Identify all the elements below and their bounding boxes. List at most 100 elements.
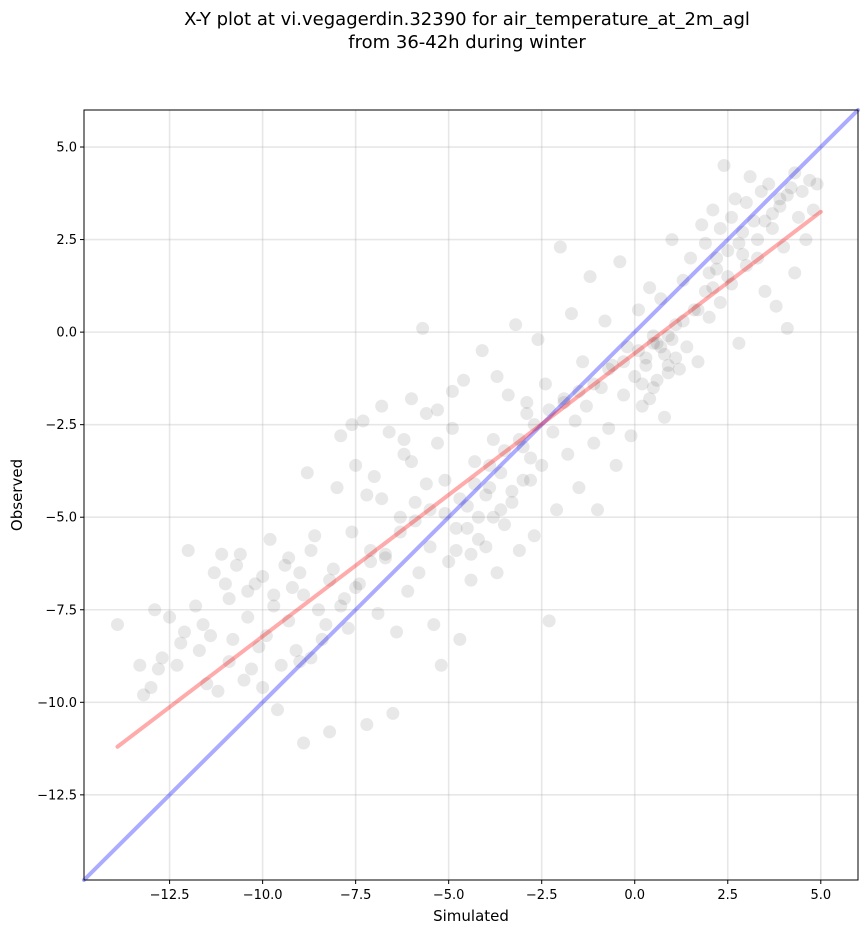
- scatter-point: [397, 432, 411, 446]
- scatter-point: [702, 310, 716, 324]
- x-tick-label: 2.5: [717, 888, 738, 903]
- scatter-point: [751, 251, 765, 265]
- scatter-point: [233, 547, 247, 561]
- scatter-point: [550, 503, 564, 517]
- scatter-point: [404, 392, 418, 406]
- scatter-point: [177, 625, 191, 639]
- scatter-point: [702, 266, 716, 280]
- scatter-point: [535, 458, 549, 472]
- scatter-point: [594, 381, 608, 395]
- scatter-point: [241, 584, 255, 598]
- scatter-point: [795, 184, 809, 198]
- plot-frame: [83, 109, 859, 881]
- x-tick-label: −10.0: [243, 888, 283, 903]
- scatter-point: [163, 610, 177, 624]
- scatter-point: [244, 662, 258, 676]
- scatter-point: [669, 351, 683, 365]
- scatter-point: [375, 492, 389, 506]
- scatter-point: [337, 592, 351, 606]
- scatter-point: [297, 588, 311, 602]
- scatter-point: [464, 573, 478, 587]
- scatter-point: [661, 329, 675, 343]
- scatter-point: [483, 481, 497, 495]
- scatter-point: [751, 233, 765, 247]
- scatter-point: [654, 292, 668, 306]
- scatter-point: [393, 525, 407, 539]
- scatter-point: [419, 407, 433, 421]
- scatter-point: [780, 321, 794, 335]
- scatter-point: [252, 640, 266, 654]
- scatter-point: [308, 529, 322, 543]
- scatter-point: [758, 214, 772, 228]
- scatter-point: [289, 643, 303, 657]
- scatter-point: [207, 566, 221, 580]
- scatter-point: [449, 544, 463, 558]
- scatter-point: [419, 477, 433, 491]
- scatter-point: [710, 251, 724, 265]
- scatter-point: [144, 681, 158, 694]
- scatter-point: [285, 581, 299, 595]
- scatter-point: [665, 233, 679, 247]
- scatter-point: [687, 303, 701, 317]
- scatter-point: [200, 677, 214, 691]
- scatter-point: [769, 299, 783, 313]
- scatter-point: [780, 188, 794, 202]
- trend-lines: [82, 108, 860, 882]
- scatter-point: [602, 362, 616, 376]
- scatter-point: [605, 358, 619, 372]
- scatter-point: [680, 340, 694, 354]
- scatter-point: [520, 407, 534, 421]
- scatter-point: [639, 358, 653, 372]
- scatter-point: [784, 181, 798, 195]
- scatter-point: [520, 395, 534, 409]
- scatter-point: [516, 473, 530, 487]
- scatter-point: [665, 333, 679, 347]
- scatter-point: [486, 510, 500, 524]
- scatter-point: [349, 458, 363, 472]
- scatter-point: [646, 336, 660, 350]
- scatter-point: [658, 410, 671, 424]
- scatter-point: [643, 392, 657, 406]
- scatter-point: [479, 540, 493, 554]
- scatter-point: [148, 603, 162, 617]
- scatter-point: [698, 236, 712, 250]
- scatter-point: [546, 425, 560, 439]
- scatter-point: [542, 614, 556, 628]
- scatter-point: [806, 203, 820, 217]
- scatter-point: [293, 566, 307, 580]
- scatter-point: [267, 588, 281, 602]
- scatter-point: [713, 221, 727, 235]
- scatter-point: [505, 495, 519, 509]
- chart-title: X-Y plot at vi.vegagerdin.32390 for air_…: [0, 8, 867, 54]
- scatter-point: [408, 495, 422, 509]
- scatter-point: [282, 551, 296, 565]
- scatter-point: [378, 547, 392, 561]
- scatter-point: [762, 177, 776, 191]
- scatter-point: [754, 184, 768, 198]
- scatter-point: [557, 395, 571, 409]
- scatter-point: [486, 432, 500, 446]
- scatter-point: [516, 440, 530, 454]
- scatter-point: [416, 321, 430, 335]
- scatter-point: [196, 618, 210, 632]
- x-tick-label: 5.0: [810, 888, 831, 903]
- scatter-point: [323, 573, 337, 587]
- scatter-point: [587, 436, 601, 450]
- scatter-point: [732, 236, 746, 250]
- y-tick-label: 2.5: [56, 233, 77, 248]
- scatter-point: [479, 488, 493, 502]
- scatter-point: [304, 544, 318, 558]
- scatter-point: [274, 658, 288, 672]
- scatter-point: [457, 373, 471, 387]
- scatter-point: [773, 199, 787, 213]
- scatter-point: [345, 525, 359, 539]
- scatter-point: [624, 429, 638, 443]
- x-axis-ticks: −12.5 −10.0 −7.5 −5.0 −2.5 0.0 2.5 5.0: [150, 880, 831, 903]
- scatter-point: [788, 166, 802, 180]
- scatter-point: [635, 377, 649, 391]
- x-tick-label: −7.5: [340, 888, 372, 903]
- scatter-point: [512, 544, 526, 558]
- scatter-point: [278, 558, 292, 572]
- scatter-point: [356, 414, 370, 428]
